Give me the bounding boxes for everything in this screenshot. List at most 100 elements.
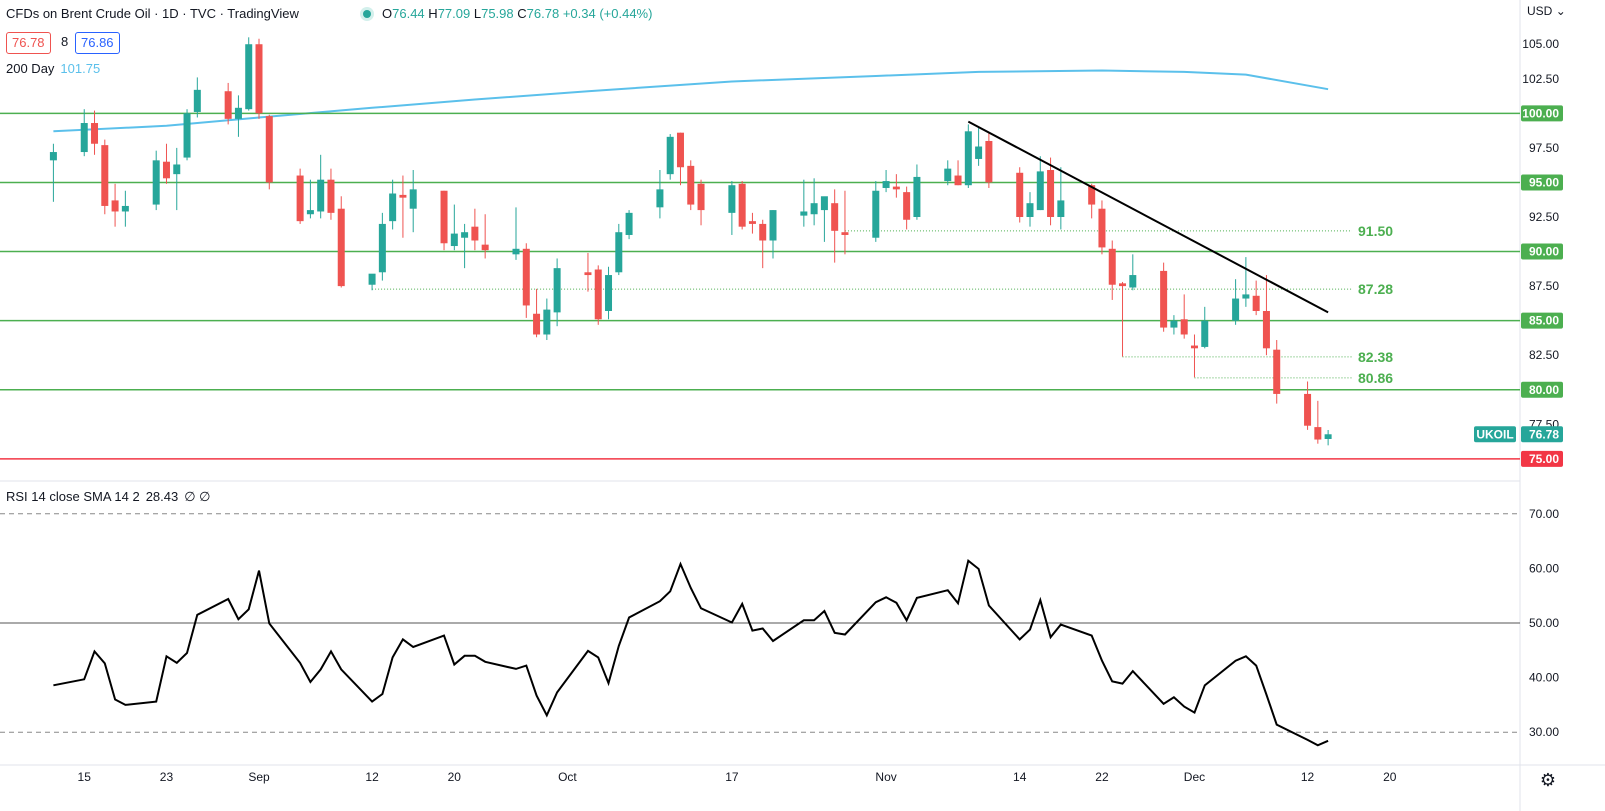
candle-body: [317, 179, 325, 212]
candle: [543, 298, 551, 341]
candle: [1252, 280, 1260, 316]
rsi-legend-value: 28.43: [145, 489, 179, 504]
candle: [49, 143, 57, 202]
time-tick-label: Nov: [875, 770, 896, 784]
candle: [306, 179, 314, 219]
candle-body: [975, 146, 983, 159]
candle-body: [327, 179, 335, 213]
symbol-tag-label: UKOIL: [1476, 427, 1513, 441]
candle-body: [594, 269, 602, 320]
candle: [831, 189, 839, 263]
candle: [337, 196, 345, 288]
chevron-down-icon: ⌄: [1555, 4, 1566, 18]
candle: [255, 38, 263, 119]
candle: [317, 154, 325, 219]
candle: [1026, 192, 1034, 227]
candle: [91, 110, 99, 155]
candle-body: [1047, 170, 1055, 218]
axis-level-tag: [1521, 381, 1563, 398]
candle-body: [964, 131, 972, 186]
axis-level-label: 85.00: [1529, 314, 1559, 328]
dotted-level-label: 80.86: [1358, 370, 1393, 386]
candle-body: [1129, 275, 1137, 288]
candle: [1170, 315, 1178, 335]
candle: [1304, 381, 1312, 430]
candle: [327, 168, 335, 220]
candle-body: [697, 183, 705, 211]
candle: [1262, 275, 1270, 356]
candle-body: [810, 203, 818, 215]
candle-body: [399, 194, 407, 198]
candle-body: [769, 210, 777, 241]
candle-body: [1098, 208, 1106, 248]
candle-body: [481, 244, 489, 251]
candle-body: [1242, 294, 1250, 299]
candle-body: [49, 152, 57, 161]
candle-body: [892, 186, 900, 190]
candle: [440, 190, 448, 251]
candle-body: [265, 116, 273, 183]
candle: [101, 139, 109, 215]
axis-level-tag: [1521, 243, 1563, 260]
rsi-legend[interactable]: RSI 14 close SMA 14 2 28.43 ∅ ∅: [6, 489, 211, 505]
time-tick-label: Oct: [558, 770, 577, 784]
candle: [553, 258, 561, 327]
candle: [1088, 183, 1096, 219]
candle-body: [1232, 298, 1240, 321]
candle: [964, 124, 972, 188]
spread-value: 8: [59, 32, 71, 52]
candle: [481, 214, 489, 259]
rsi-tick-label: 70.00: [1529, 507, 1559, 521]
candle-body: [255, 44, 263, 114]
trendline: [967, 120, 1329, 314]
candle-body: [985, 140, 993, 183]
candle-body: [1160, 270, 1168, 328]
axis-level-label: 95.00: [1529, 175, 1559, 189]
candle-body: [512, 248, 520, 255]
candle-body: [872, 190, 880, 238]
ohlc-low-key: L: [473, 6, 482, 21]
rsi-tick-label: 60.00: [1529, 561, 1559, 575]
candle: [512, 207, 520, 260]
candle-body: [553, 268, 561, 313]
candle: [913, 164, 921, 220]
rsi-tick-label: 30.00: [1529, 725, 1559, 739]
candle-body: [224, 91, 232, 119]
price-tick-label: 105.00: [1522, 37, 1559, 51]
candle: [1201, 306, 1209, 349]
time-tick-label: 15: [78, 770, 92, 784]
candle-body: [1026, 203, 1034, 218]
currency-selector[interactable]: USD ⌄: [1527, 4, 1566, 18]
time-tick-label: 20: [1383, 770, 1397, 784]
market-status-icon: [363, 10, 371, 18]
candle: [80, 109, 88, 157]
candle-body: [101, 145, 109, 206]
candle: [605, 266, 613, 320]
gear-icon[interactable]: ⚙: [1539, 770, 1557, 790]
candle-body: [841, 232, 849, 235]
candle: [759, 219, 767, 269]
time-tick-label: 22: [1095, 770, 1109, 784]
buy-button[interactable]: 76.86: [75, 32, 120, 54]
candle: [162, 143, 170, 184]
candle: [748, 212, 756, 234]
candle: [183, 109, 191, 161]
candle-body: [738, 183, 746, 227]
candle: [872, 181, 880, 242]
candle-body: [111, 200, 119, 212]
sell-button[interactable]: 76.78: [6, 32, 51, 54]
candle: [625, 210, 633, 240]
symbol-title[interactable]: CFDs on Brent Crude Oil · 1D · TVC · Tra…: [6, 6, 299, 21]
candle: [399, 175, 407, 238]
candle: [1160, 262, 1168, 332]
candle: [522, 243, 530, 318]
candle-body: [91, 123, 99, 144]
candle-body: [409, 189, 417, 209]
candle: [985, 132, 993, 188]
candle-body: [666, 136, 674, 175]
candle: [769, 210, 777, 259]
candle-body: [1273, 349, 1281, 394]
time-tick-label: Dec: [1184, 770, 1205, 784]
ma-legend[interactable]: 200 Day 101.75: [6, 61, 100, 76]
